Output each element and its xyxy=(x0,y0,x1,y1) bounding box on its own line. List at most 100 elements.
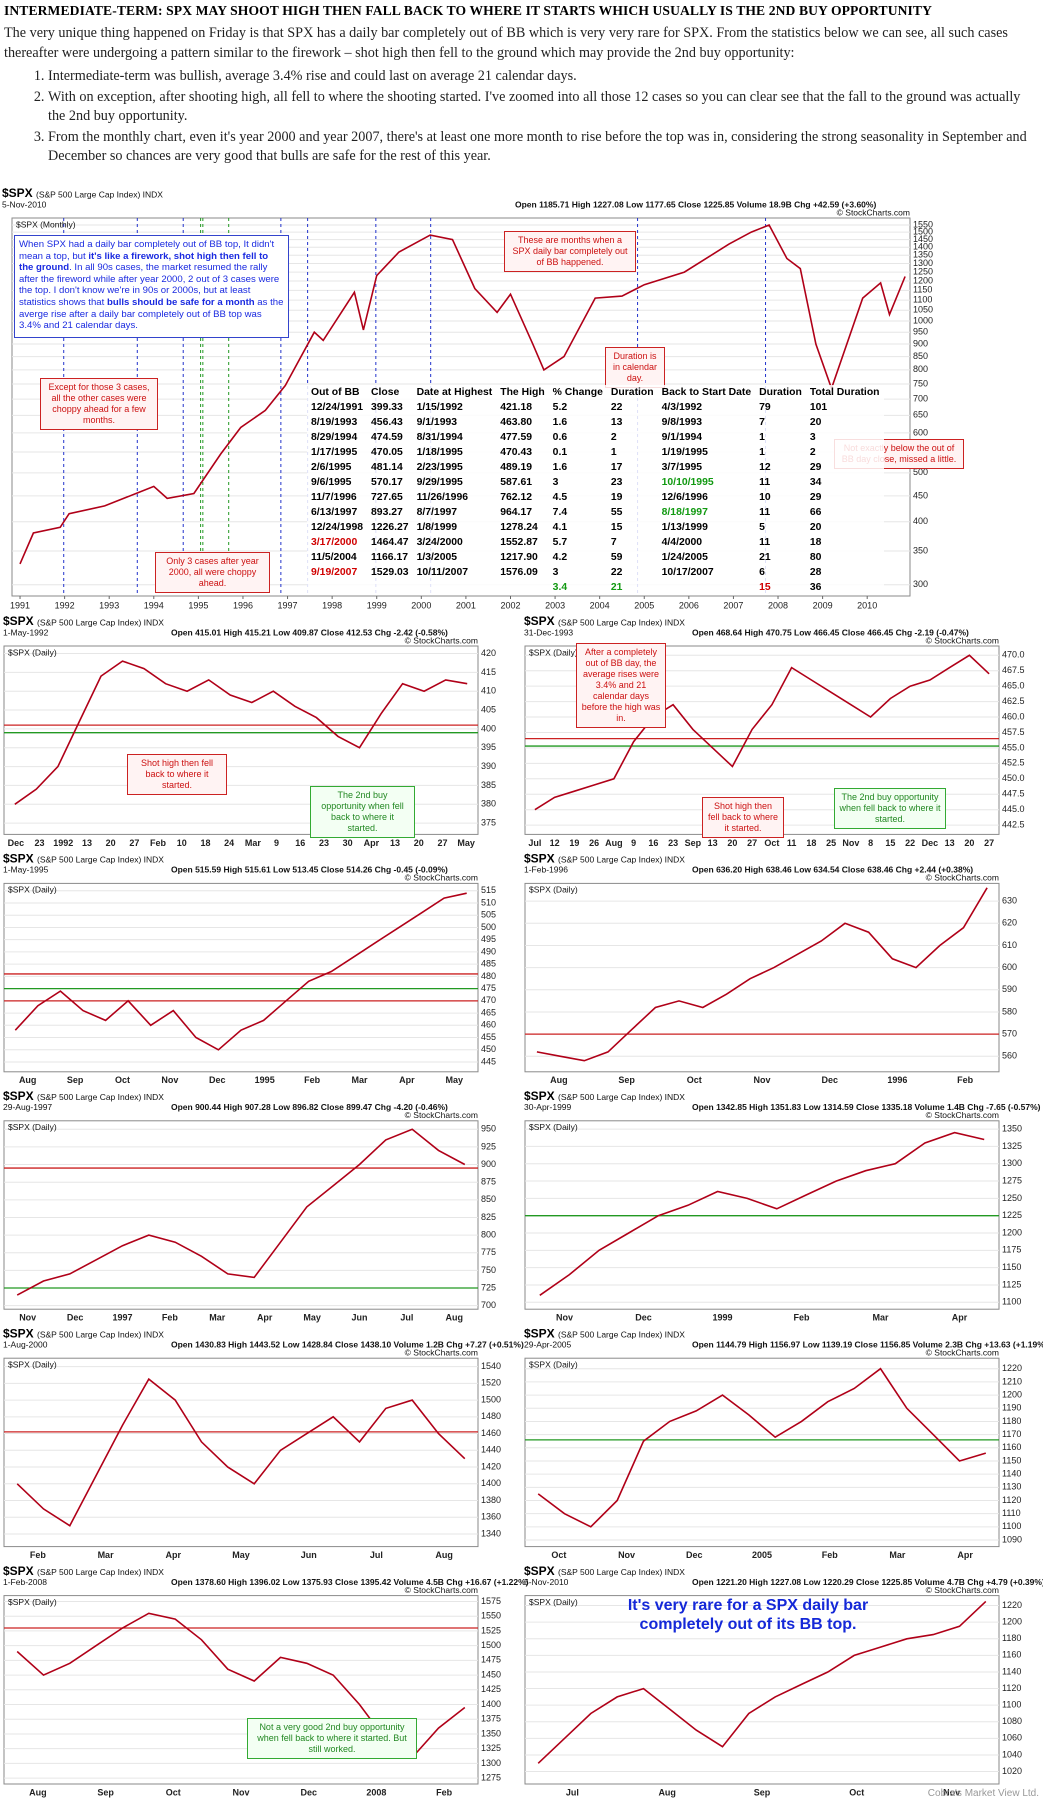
column-header: Total Duration xyxy=(809,387,880,398)
x-tick-label: Apr xyxy=(166,1550,182,1560)
y-tick-label: 1200 xyxy=(913,275,933,285)
y-tick-label: 380 xyxy=(481,799,496,809)
x-tick-label: 23 xyxy=(35,838,45,848)
panel-label: $SPX (Daily) xyxy=(529,647,578,657)
y-tick-label: 750 xyxy=(913,378,928,388)
cell: 0.1 xyxy=(552,447,568,458)
y-tick-label: 1500 xyxy=(913,227,933,237)
cell: 9/8/1993 xyxy=(661,417,703,428)
cell: 13 xyxy=(610,417,623,428)
column-header: Duration xyxy=(610,387,654,398)
cell: 1278.24 xyxy=(500,522,538,533)
y-tick-label: 452.5 xyxy=(1002,758,1025,768)
x-tick-label: Dec xyxy=(300,1787,317,1797)
x-tick-label: Jun xyxy=(301,1550,317,1560)
symbol-name: (S&P 500 Large Cap Index) INDX xyxy=(558,1567,685,1577)
cell: 5.2 xyxy=(552,402,568,413)
cell: 7.4 xyxy=(552,507,568,518)
x-tick-label: 1997 xyxy=(278,600,298,610)
symbol: $SPX xyxy=(3,1564,34,1578)
y-tick-label: 1450 xyxy=(481,1669,501,1679)
cell: 3.4 xyxy=(552,582,568,593)
y-tick-label: 470 xyxy=(481,995,496,1005)
cell: 9/1/1993 xyxy=(416,417,458,428)
cell: 11 xyxy=(759,477,771,488)
symbol: $SPX xyxy=(3,1326,34,1340)
panel-label: $SPX (Daily) xyxy=(529,1122,578,1132)
annotation: These are months when a SPX daily bar co… xyxy=(504,231,636,272)
x-tick-label: 22 xyxy=(905,838,915,848)
x-tick-label: Dec xyxy=(821,1075,838,1085)
cell: 1226.27 xyxy=(371,522,409,533)
x-tick-label: Dec xyxy=(67,1313,84,1323)
x-tick-label: Aug xyxy=(446,1313,464,1323)
date: 29-Aug-1997 xyxy=(3,1102,52,1112)
source: © StockCharts.com xyxy=(405,873,478,883)
x-tick-label: Oct xyxy=(551,1550,566,1560)
y-tick-label: 1375 xyxy=(481,1714,501,1724)
quote: Open 1378.60 High 1396.02 Low 1375.93 Cl… xyxy=(171,1577,529,1587)
quote: Open 415.01 High 415.21 Low 409.87 Close… xyxy=(171,627,448,637)
cell: 55 xyxy=(610,507,623,518)
x-tick-label: Nov xyxy=(943,1787,960,1797)
y-tick-label: 385 xyxy=(481,780,496,790)
x-tick-label: 18 xyxy=(200,838,210,848)
y-tick-label: 1360 xyxy=(481,1512,501,1522)
cell: 3/7/1995 xyxy=(661,462,703,473)
x-tick-label: 25 xyxy=(826,838,836,848)
cell: 11/7/1996 xyxy=(311,492,357,503)
y-tick-label: 1275 xyxy=(1002,1175,1022,1185)
x-tick-label: 2009 xyxy=(813,600,833,610)
x-tick-label: 27 xyxy=(984,838,994,848)
source: © StockCharts.com xyxy=(405,1347,478,1357)
price-line xyxy=(537,1600,987,1764)
x-tick-label: 24 xyxy=(224,838,234,848)
y-tick-label: 1170 xyxy=(1002,1429,1021,1439)
x-tick-label: Apr xyxy=(957,1550,973,1560)
cell: 1529.03 xyxy=(371,567,409,578)
x-tick-label: 2005 xyxy=(752,1550,772,1560)
cell: 3/24/2000 xyxy=(416,537,463,548)
x-tick-label: May xyxy=(446,1075,464,1085)
y-tick-label: 1250 xyxy=(1002,1193,1022,1203)
cell xyxy=(367,580,413,595)
cell: 1/15/1992 xyxy=(416,402,463,413)
x-tick-label: Dec xyxy=(209,1075,226,1085)
x-tick-label: 23 xyxy=(668,838,678,848)
y-tick-label: 580 xyxy=(1002,1006,1017,1016)
x-tick-label: 1992 xyxy=(55,600,75,610)
date: 29-Apr-2005 xyxy=(524,1339,572,1349)
cell: 6/13/1997 xyxy=(311,507,358,518)
y-tick-label: 1180 xyxy=(1002,1633,1021,1643)
x-tick-label: Apr xyxy=(952,1313,968,1323)
y-tick-label: 1200 xyxy=(1002,1389,1022,1399)
cell: 11 xyxy=(759,507,771,518)
x-tick-label: 16 xyxy=(295,838,305,848)
cell: 4/3/1992 xyxy=(661,402,703,413)
y-tick-label: 1520 xyxy=(481,1378,501,1388)
y-tick-label: 1300 xyxy=(481,1758,501,1768)
charts: 3003504004505005506006507007508008509009… xyxy=(2,186,1043,1797)
y-tick-label: 350 xyxy=(913,545,928,555)
y-tick-label: 450 xyxy=(481,1044,496,1054)
cell: 36 xyxy=(809,582,822,593)
cell: 11/26/1996 xyxy=(416,492,469,503)
panel-label: $SPX (Daily) xyxy=(8,1359,57,1369)
column-header: The High xyxy=(500,387,545,398)
footer: Cobra's Market View Ltd. xyxy=(927,1788,1039,1799)
y-tick-label: 1150 xyxy=(1002,1262,1021,1272)
x-tick-label: 15 xyxy=(885,838,895,848)
annotation: Except for those 3 cases, all the other … xyxy=(40,378,158,430)
quote: Open 468.64 High 470.75 Low 466.45 Close… xyxy=(692,627,969,637)
cell: 7 xyxy=(610,537,617,548)
y-tick-label: 1175 xyxy=(1002,1245,1021,1255)
x-tick-label: Aug xyxy=(29,1787,47,1797)
y-tick-label: 950 xyxy=(481,1124,496,1134)
x-tick-label: 13 xyxy=(945,838,955,848)
cell: 456.43 xyxy=(371,417,403,428)
note-text: as the averge rise after a daily bar com… xyxy=(19,296,284,332)
panel-label: $SPX (Daily) xyxy=(8,1597,57,1607)
y-tick-label: 1400 xyxy=(481,1699,501,1709)
y-tick-label: 390 xyxy=(481,761,496,771)
cell: 1.6 xyxy=(552,462,568,473)
